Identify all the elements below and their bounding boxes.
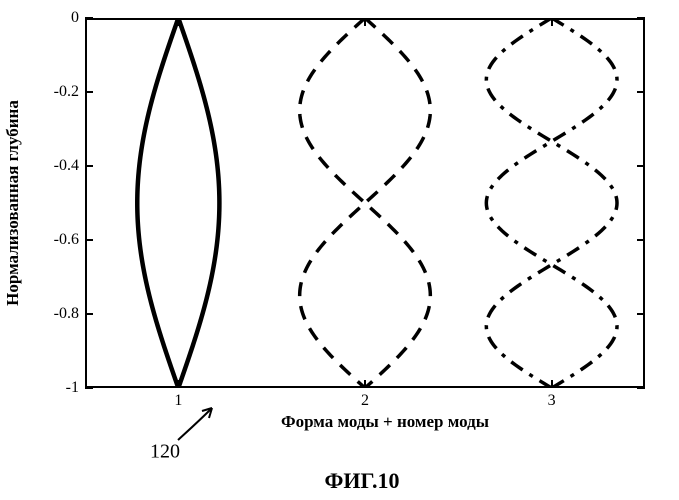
figure: 0-0.2-0.4-0.6-0.8-1 123 Нормализованная … [0, 0, 679, 500]
callout-label: 120 [150, 441, 180, 464]
figure-caption: ФИГ.10 [324, 468, 399, 494]
callout-arrow [0, 0, 679, 500]
